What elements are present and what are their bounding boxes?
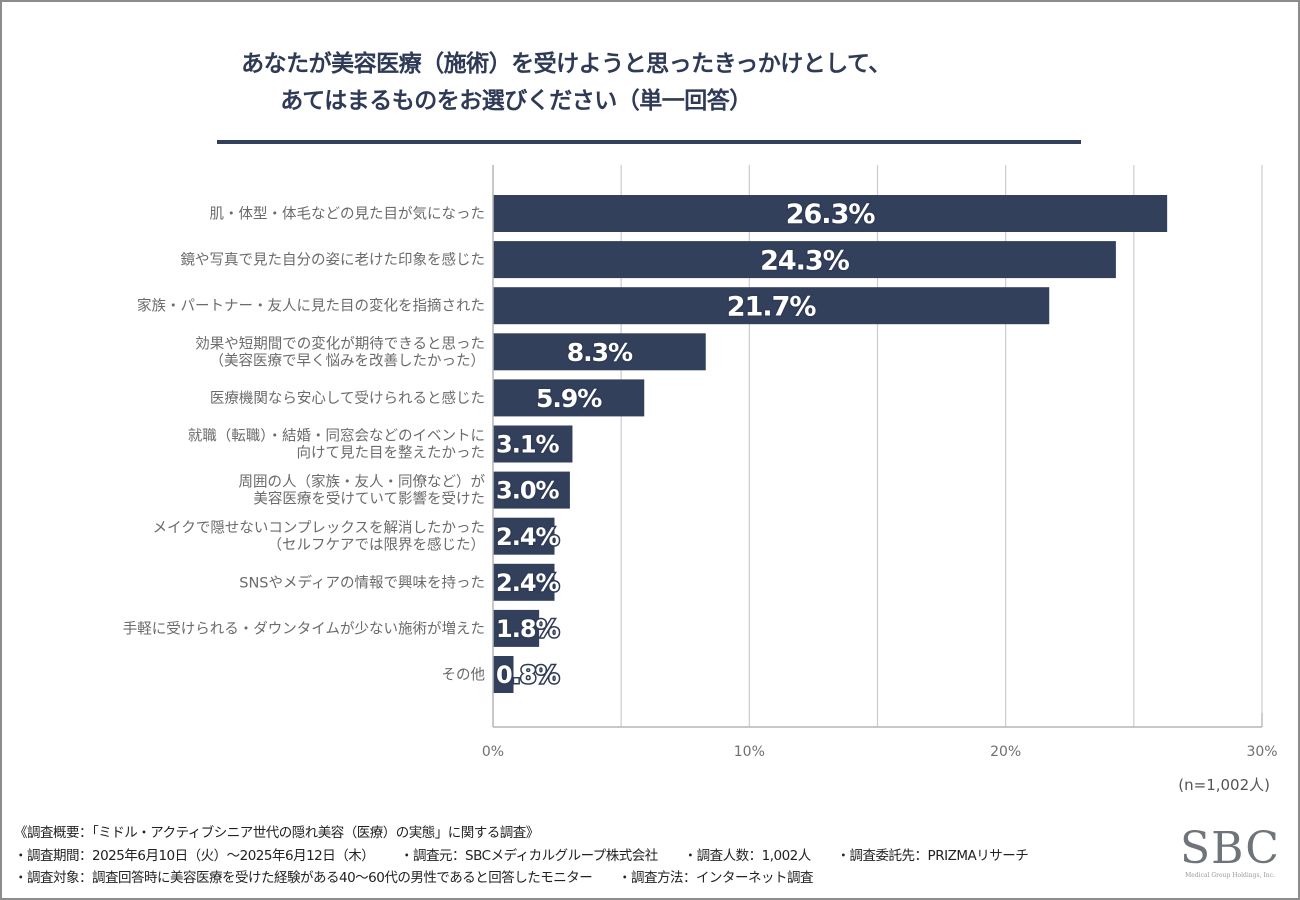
bar (493, 241, 1116, 279)
chart-title-line-2: あてはまるものをお選びください（単一回答） (280, 88, 752, 114)
x-tick-label: 30% (1246, 744, 1277, 760)
category-label: （セルフケアでは限界を感じた） (268, 537, 486, 554)
bar (493, 609, 540, 647)
category-label: （美容医療で早く悩みを改善したかった） (210, 352, 486, 369)
bar (493, 287, 1050, 325)
survey-contractor: ・調査委託先：PRIZMAリサーチ (836, 847, 1029, 864)
bar (493, 517, 555, 555)
category-label: 医療機関なら安心して受けられると感じた (210, 390, 485, 407)
x-tick-label: 0% (482, 744, 504, 760)
category-label: その他 (442, 667, 486, 684)
category-label: 美容医療を受けていて影響を受けた (253, 490, 485, 508)
category-label: 効果や短期間での変化が期待できると思った (195, 335, 485, 352)
survey-source: ・調査元：SBCメディカルグループ株式会社 (400, 847, 658, 864)
category-label: メイクで隠せないコンプレックスを解消したかった (153, 520, 485, 537)
category-label: 鏡や写真で見た自分の姿に老けた印象を感じた (181, 251, 486, 269)
category-label: 周囲の人（家族・友人・同僚など）が (239, 474, 486, 491)
value-label: 3.1% (496, 431, 560, 459)
title-divider (217, 140, 1081, 144)
category-label: 手軽に受けられる・ダウンタイムが少ない施術が増えた (123, 620, 485, 637)
category-label: 就職（転職）・結婚・同窓会などのイベントに (188, 427, 485, 445)
value-label: 2.4% (496, 569, 560, 597)
category-label: 向けて見た目を整えたかった (297, 445, 486, 462)
survey-target: ・調査対象：調査回答時に美容医療を受けた経験がある40～60代の男性であると回答… (14, 870, 593, 886)
x-tick-label: 10% (734, 744, 765, 760)
category-labels: 肌・体型・体毛などの見た目が気になった鏡や写真で見た自分の姿に老けた印象を感じた… (123, 206, 486, 684)
bar (493, 471, 570, 509)
sbc-logo-subtitle: Medical Group Holdings, Inc. (1185, 872, 1275, 879)
value-label: 24.3% (760, 245, 850, 276)
value-label: 1.8% (496, 615, 560, 643)
x-tick-label: 20% (990, 744, 1021, 760)
bar (493, 563, 555, 601)
value-label: 21.7% (727, 291, 817, 322)
value-label: 3.0% (496, 477, 560, 505)
chart-title: あなたが美容医療（施術）を受けようと思ったきっかけとして、 あてはまるものをお選… (0, 46, 1300, 120)
category-label: SNSやメディアの情報で興味を持った (239, 573, 485, 591)
category-label: 肌・体型・体毛などの見た目が気になった (210, 206, 486, 223)
sbc-logo-mark: SBC (1180, 823, 1280, 874)
bar (493, 195, 1168, 232)
bar (493, 333, 706, 371)
bar (493, 425, 573, 463)
survey-overview: 《調査概要：「ミドル・アクティブシニア世代の隠れ美容（医療）の実態」に関する調査… (14, 825, 539, 841)
survey-period: ・調査期間：2025年6月10日（火）～2025年6月12日（木） (14, 847, 375, 864)
sample-size-label: (n=1,002人) (1178, 776, 1270, 794)
survey-method: ・調査方法：インターネット調査 (618, 870, 814, 886)
bars (493, 195, 1168, 693)
bar (493, 379, 645, 417)
value-label: 0.8% (496, 661, 560, 689)
survey-respondents: ・調査人数：1,002人 (683, 847, 812, 864)
value-label: 26.3% (786, 199, 876, 230)
value-labels: 26.3% 24.3% 21.7% 8.3% 5.9% 3.1% 3.0% 2.4% 2.4% 1… (495, 198, 878, 691)
x-axis: 0% 10% 20% 30% (482, 165, 1278, 760)
value-label: 8.3% (567, 338, 633, 367)
sbc-logo: SBC Medical Group Holdings, Inc. (1175, 827, 1285, 881)
survey-footer: 《調査概要：「ミドル・アクティブシニア世代の隠れ美容（医療）の実態」に関する調査… (14, 822, 1029, 890)
bar (493, 656, 514, 693)
value-label: 2.4% (496, 523, 560, 551)
chart-title-line-1: あなたが美容医療（施術）を受けようと思ったきっかけとして、 (241, 51, 891, 77)
category-label: 家族・パートナー・友人に見た目の変化を指摘された (137, 297, 485, 315)
value-label: 5.9% (536, 384, 602, 413)
